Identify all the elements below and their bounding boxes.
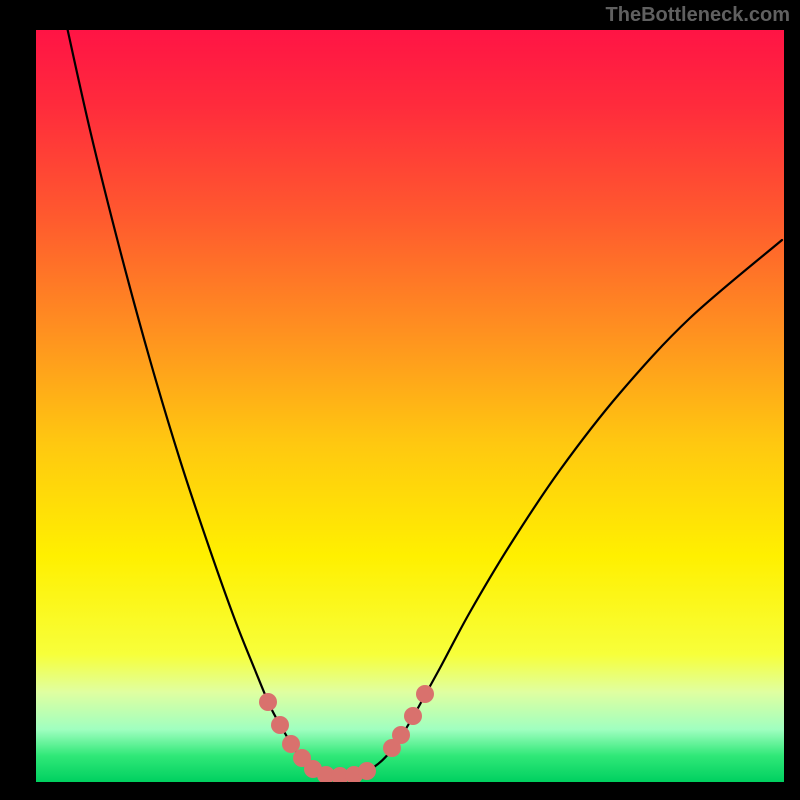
bottleneck-chart (0, 0, 800, 800)
chart-plot-area (36, 30, 784, 782)
curve-marker (282, 735, 300, 753)
curve-marker (404, 707, 422, 725)
curve-marker (271, 716, 289, 734)
curve-marker (392, 726, 410, 744)
curve-marker (259, 693, 277, 711)
curve-marker (416, 685, 434, 703)
curve-marker (358, 762, 376, 780)
watermark-text: TheBottleneck.com (606, 4, 790, 27)
